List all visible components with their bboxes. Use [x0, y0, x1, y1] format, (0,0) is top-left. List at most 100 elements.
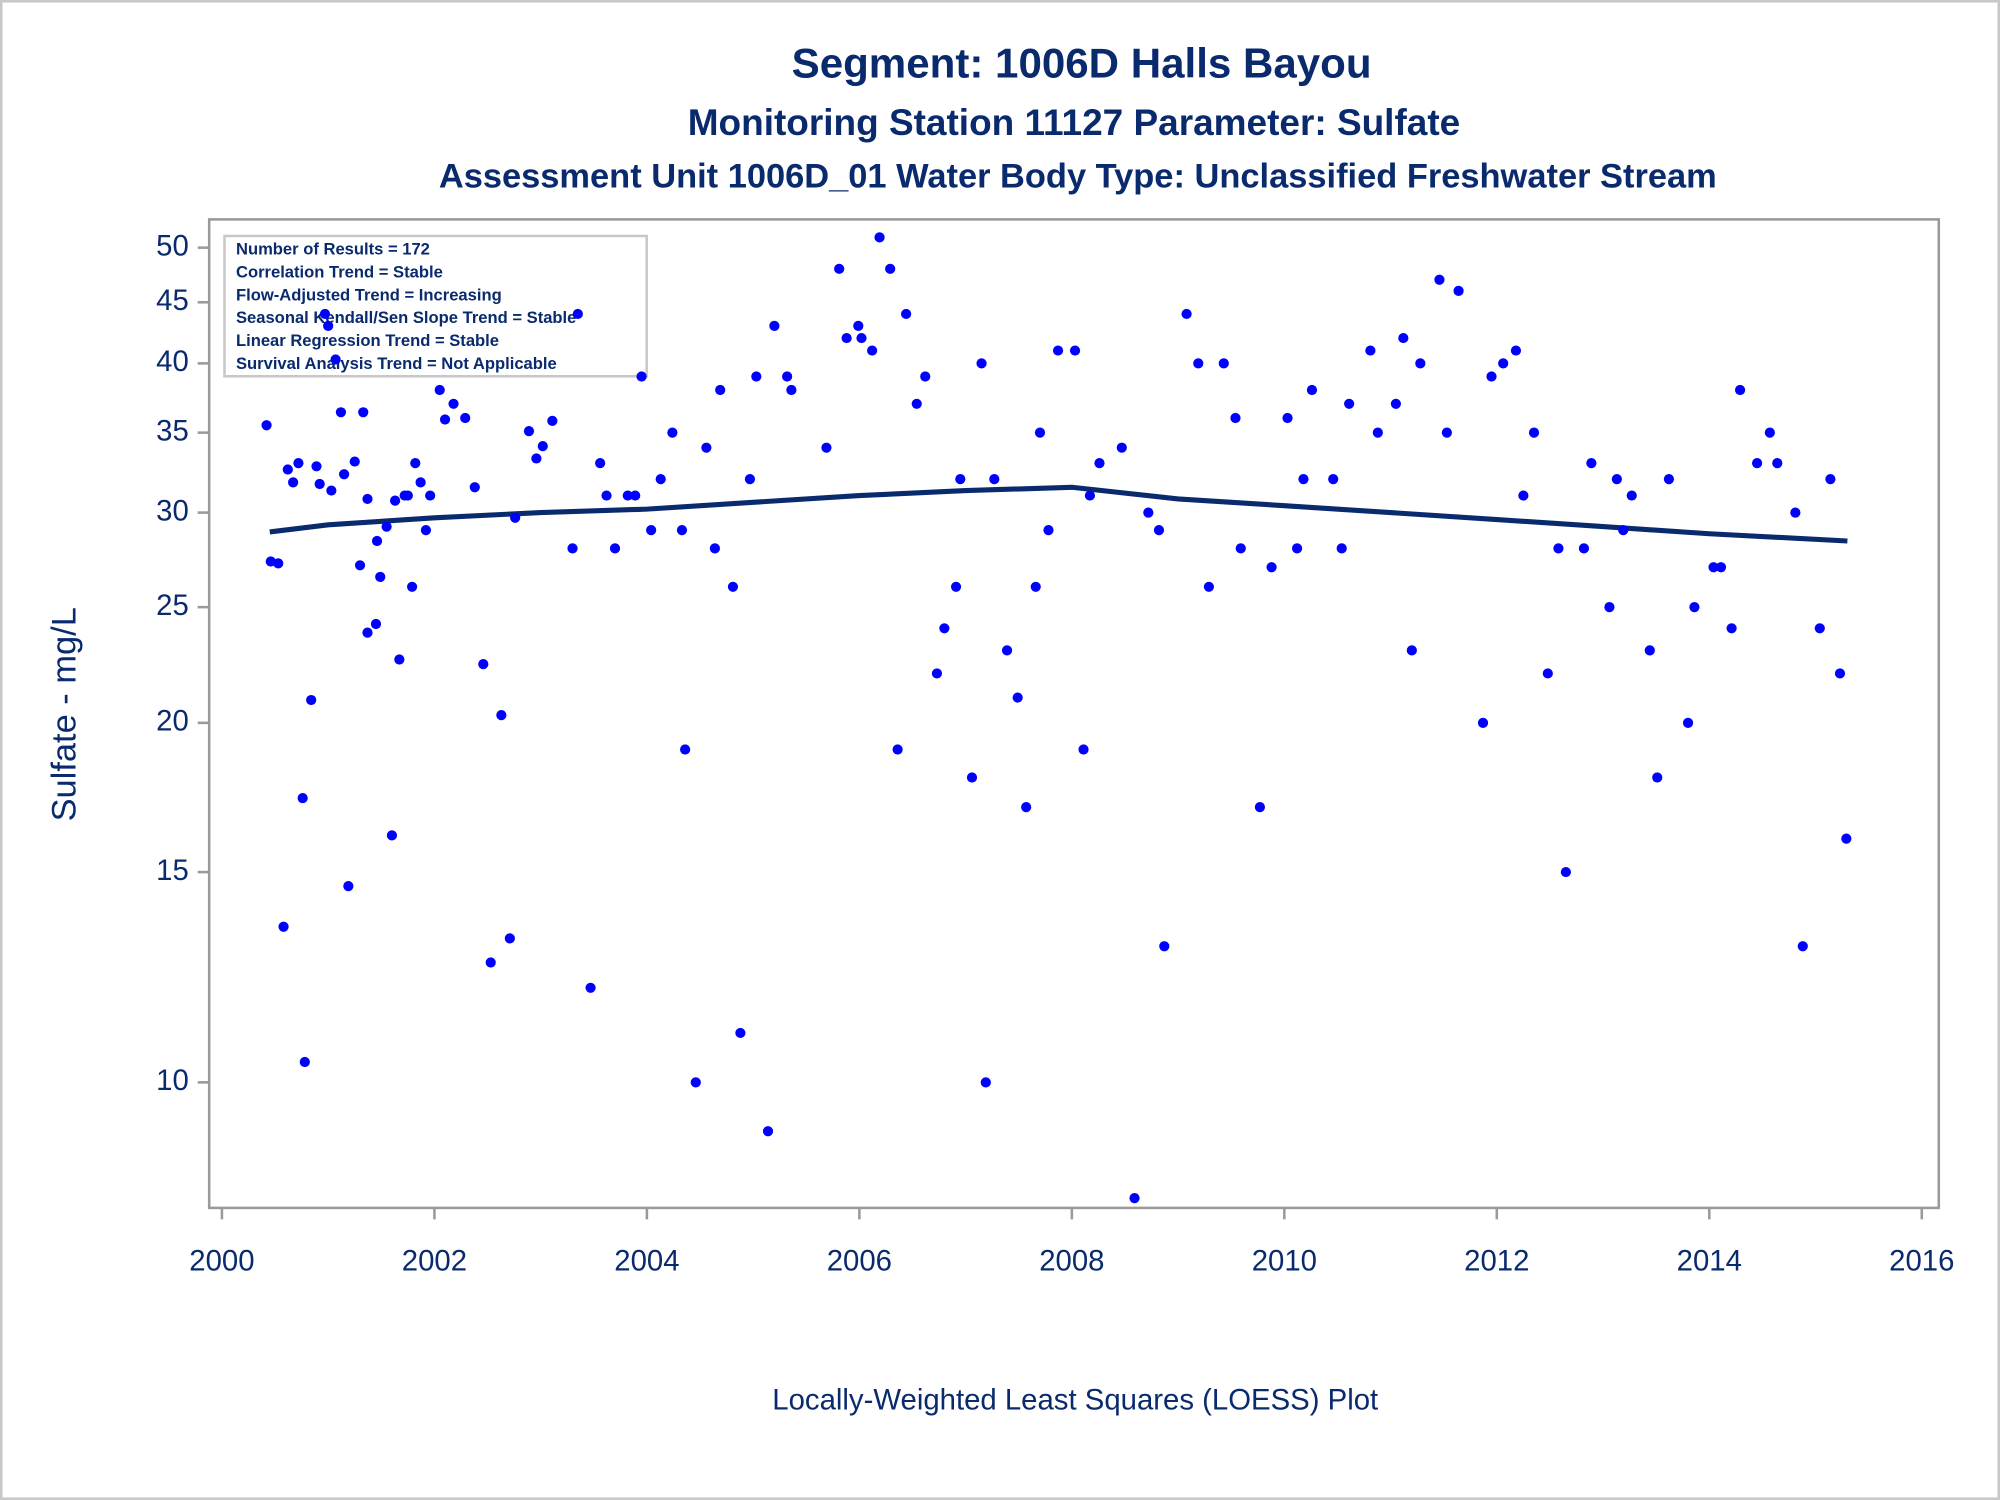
y-tick-label: 25: [156, 589, 189, 622]
plot-frame: [207, 218, 1941, 1210]
data-point: [1372, 427, 1383, 438]
x-tick-label: 2004: [614, 1245, 679, 1278]
data-point: [1344, 398, 1355, 409]
data-point: [920, 371, 931, 382]
data-point: [1235, 543, 1246, 554]
data-point: [1652, 772, 1663, 783]
data-point: [630, 490, 641, 501]
footnote: Locally-Weighted Least Squares (LOESS) P…: [772, 1384, 1378, 1417]
data-point: [1682, 717, 1694, 728]
data-point: [1726, 623, 1737, 634]
data-point: [856, 332, 867, 344]
data-point: [601, 490, 612, 501]
data-point: [762, 1126, 774, 1137]
data-point: [1518, 490, 1529, 501]
y-tick-label: 40: [156, 345, 189, 378]
data-point: [523, 426, 535, 437]
data-point: [636, 371, 647, 382]
data-point: [390, 495, 401, 506]
data-point: [1578, 543, 1590, 554]
data-point: [744, 474, 756, 485]
data-point: [386, 830, 398, 841]
data-point: [1336, 543, 1347, 554]
data-point: [595, 458, 606, 469]
data-point: [330, 354, 341, 365]
data-point: [950, 581, 962, 592]
data-point: [751, 371, 762, 382]
data-point: [1030, 581, 1041, 592]
data-point: [976, 358, 987, 369]
data-point: [323, 320, 334, 331]
data-point: [1772, 458, 1783, 469]
data-point: [646, 525, 657, 536]
data-point: [362, 627, 373, 638]
data-point: [1814, 623, 1825, 634]
data-point: [1735, 384, 1746, 396]
data-point: [319, 308, 331, 320]
data-point: [655, 474, 666, 485]
data-point: [394, 654, 405, 665]
data-point: [1434, 274, 1445, 285]
data-point: [1406, 645, 1417, 656]
data-point: [676, 525, 688, 536]
data-point: [335, 407, 347, 418]
data-point: [1486, 371, 1497, 382]
data-point: [1069, 345, 1081, 356]
stats-line: Survival Analysis Trend = Not Applicable: [236, 354, 557, 373]
data-point: [1390, 398, 1401, 409]
data-point: [448, 398, 459, 409]
data-point: [1441, 427, 1452, 438]
y-tick-label: 35: [156, 414, 189, 447]
data-point: [1291, 543, 1303, 554]
stats-line: Seasonal Kendall/Sen Slope Trend = Stabl…: [236, 308, 576, 327]
x-tick-label: 2000: [189, 1245, 254, 1278]
data-point: [1043, 525, 1054, 536]
data-point: [375, 571, 386, 583]
data-point: [1181, 308, 1192, 320]
data-point: [885, 263, 896, 274]
data-point: [1153, 525, 1165, 536]
data-point: [1764, 427, 1775, 438]
data-point: [381, 521, 392, 532]
data-point: [358, 407, 369, 418]
data-point: [786, 384, 797, 396]
data-point: [735, 1027, 746, 1039]
data-point: [1752, 458, 1763, 469]
data-point: [1116, 442, 1127, 453]
x-tick-label: 2002: [402, 1245, 467, 1278]
data-point: [989, 474, 1000, 485]
data-point: [1825, 474, 1836, 485]
x-tick-label: 2016: [1889, 1245, 1954, 1278]
data-point: [1415, 358, 1426, 369]
data-point: [690, 1077, 701, 1088]
data-point: [415, 477, 426, 488]
data-point: [1586, 458, 1597, 469]
data-point: [420, 525, 432, 536]
data-point: [1604, 602, 1615, 613]
data-point: [1365, 345, 1376, 356]
data-point: [955, 474, 966, 485]
data-point: [326, 485, 337, 496]
data-point: [510, 512, 521, 523]
data-point: [1542, 668, 1553, 679]
data-point: [567, 543, 578, 554]
data-point: [715, 384, 726, 396]
data-point: [299, 1056, 310, 1068]
stats-line: Linear Regression Trend = Stable: [236, 331, 499, 350]
x-tick-label: 2012: [1464, 1245, 1529, 1278]
data-point: [769, 320, 780, 331]
x-tick-label: 2006: [827, 1245, 892, 1278]
data-point: [1129, 1192, 1140, 1204]
data-point: [609, 543, 621, 554]
data-point: [434, 384, 445, 396]
data-point: [1282, 412, 1293, 424]
data-point: [297, 792, 308, 804]
data-point: [1094, 458, 1105, 469]
stats-line: Number of Results = 172: [236, 239, 430, 258]
data-point: [1001, 645, 1013, 656]
data-point: [1052, 345, 1064, 356]
stats-box: [223, 234, 648, 378]
stats-line: Flow-Adjusted Trend = Increasing: [236, 285, 502, 304]
data-point: [1203, 581, 1215, 592]
data-point: [311, 461, 322, 472]
